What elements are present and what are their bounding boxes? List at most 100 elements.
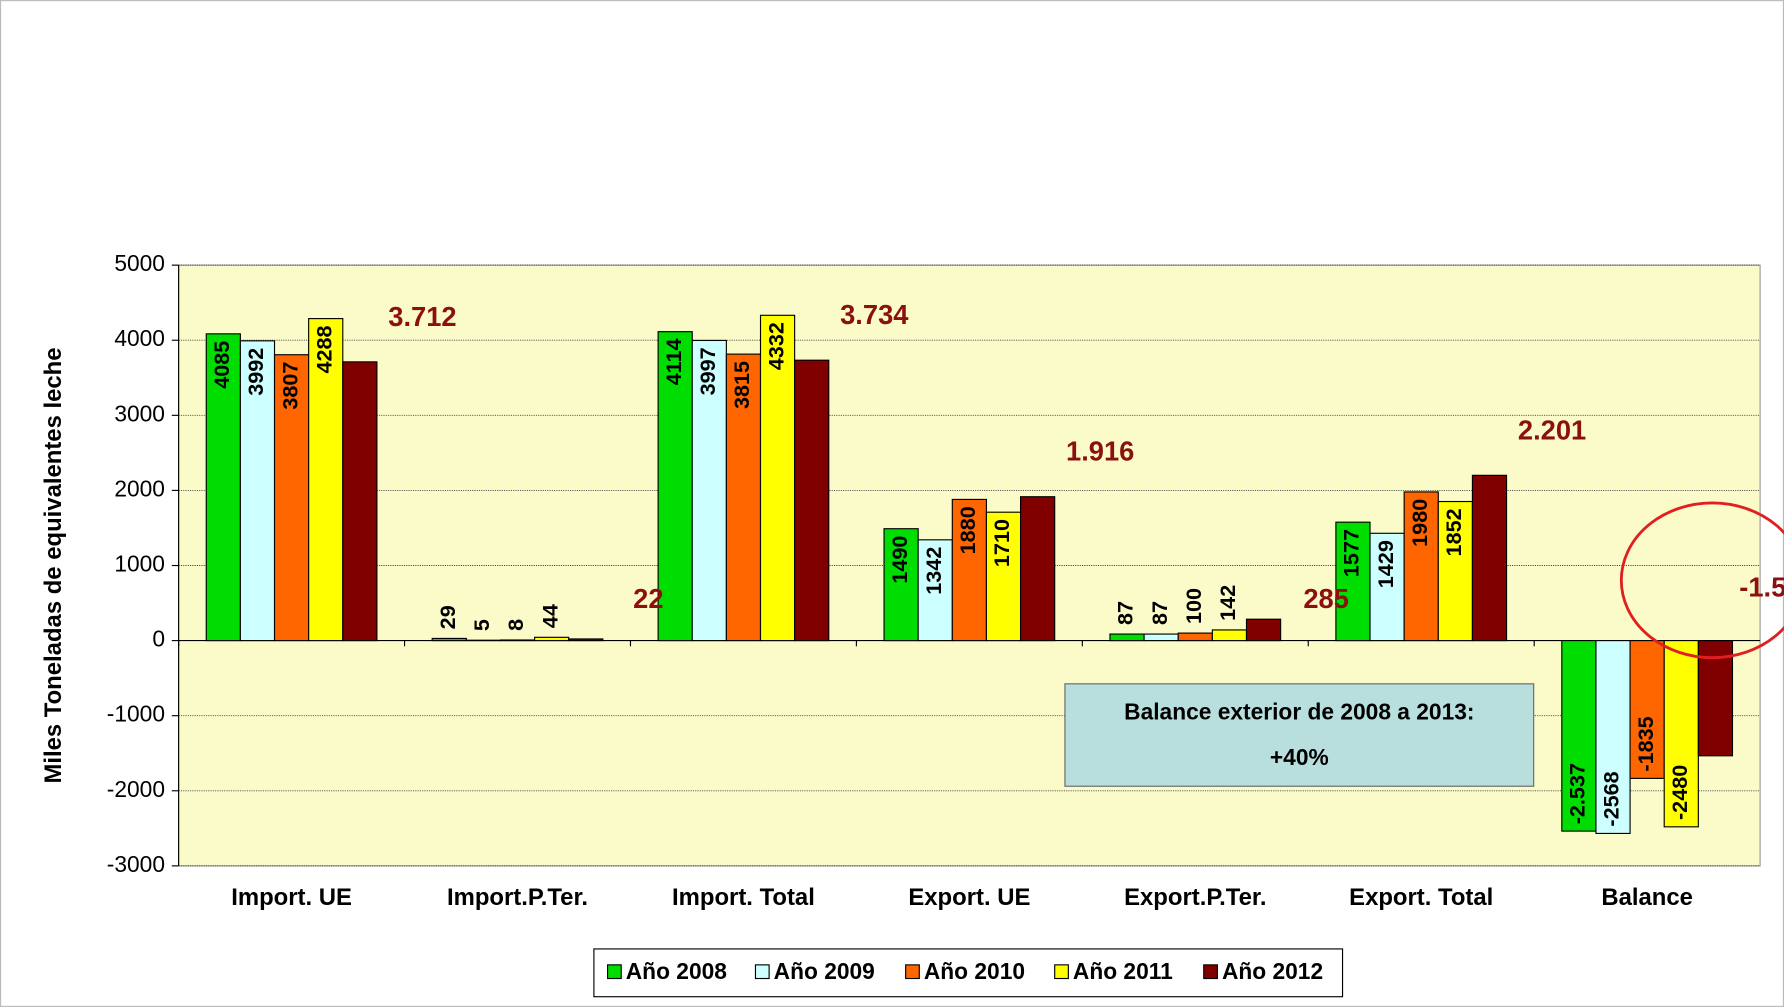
legend-swatch xyxy=(905,964,920,980)
bar xyxy=(568,638,604,642)
bar xyxy=(759,314,796,642)
legend-label: Año 2011 xyxy=(1073,958,1173,984)
x-tick-label: Export. Total xyxy=(1349,884,1493,911)
bar xyxy=(1437,500,1473,642)
value-label: 1980 xyxy=(1407,499,1432,547)
bar xyxy=(794,359,830,642)
legend-swatch xyxy=(1054,964,1069,980)
x-tick-label: Export. UE xyxy=(908,884,1030,911)
value-label: 1577 xyxy=(1339,529,1364,577)
y-tick-label: -1000 xyxy=(107,701,165,727)
bar xyxy=(1471,474,1508,642)
bar xyxy=(205,333,241,642)
legend-swatch xyxy=(754,964,770,980)
bar xyxy=(239,340,276,642)
value-label: 3807 xyxy=(277,362,302,410)
value-label: -2568 xyxy=(1599,771,1624,826)
annotation-text: Balance exterior de 2008 a 2013: xyxy=(1124,698,1474,724)
y-tick-label: -2000 xyxy=(107,776,165,802)
legend-swatch xyxy=(606,964,622,980)
legend-label: Año 2010 xyxy=(924,958,1025,984)
x-tick-label: Import. UE xyxy=(231,884,352,911)
bar xyxy=(1663,640,1699,828)
value-label: 2.201 xyxy=(1518,414,1586,445)
value-label: 1.916 xyxy=(1066,436,1134,467)
value-label: 1852 xyxy=(1441,508,1466,556)
value-label: 1342 xyxy=(921,547,946,595)
value-label: -1.534 xyxy=(1739,572,1784,603)
bar xyxy=(273,354,310,642)
value-label: 4085 xyxy=(209,341,234,389)
value-label: 29 xyxy=(435,605,460,629)
bar xyxy=(1143,633,1179,642)
bar xyxy=(1177,632,1213,642)
bar xyxy=(1109,633,1145,642)
y-axis-label: Miles Toneladas de equivalentes leche xyxy=(40,347,67,783)
bar xyxy=(951,498,988,642)
bar xyxy=(985,511,1022,642)
bar xyxy=(725,353,762,642)
value-label: 3992 xyxy=(243,348,268,396)
highlight-circle xyxy=(1619,501,1784,660)
value-label: 44 xyxy=(537,604,562,628)
bar xyxy=(1211,629,1248,642)
bar xyxy=(1629,640,1665,779)
value-label: 3.712 xyxy=(388,301,456,332)
bar xyxy=(1403,491,1439,642)
value-label: 100 xyxy=(1181,588,1206,624)
value-label: 1710 xyxy=(989,519,1014,567)
x-tick-label: Export.P.Ter. xyxy=(1124,884,1266,911)
x-tick-label: Balance xyxy=(1601,884,1693,911)
value-label: -2480 xyxy=(1667,765,1692,820)
value-label: -1835 xyxy=(1633,716,1658,771)
x-tick-label: Import.P.Ter. xyxy=(447,884,588,911)
bar xyxy=(342,361,378,642)
bar xyxy=(1369,532,1405,642)
bar xyxy=(1595,640,1631,835)
bar xyxy=(499,639,536,642)
bar xyxy=(1245,618,1282,642)
y-tick-label: 2000 xyxy=(114,475,165,501)
value-label: 8 xyxy=(503,619,528,631)
bar xyxy=(657,331,693,642)
value-label: 1490 xyxy=(887,536,912,584)
bar xyxy=(534,636,570,642)
bar xyxy=(691,339,727,642)
y-tick-label: 4000 xyxy=(114,325,165,351)
bar xyxy=(917,539,953,642)
legend-swatch xyxy=(1203,964,1218,980)
bar xyxy=(1019,496,1056,642)
value-label: -2.537 xyxy=(1565,763,1590,824)
value-label: 4332 xyxy=(763,322,788,370)
value-label: 1429 xyxy=(1373,540,1398,588)
value-label: 22 xyxy=(633,583,663,614)
value-label: 87 xyxy=(1147,601,1172,625)
y-tick-label: -3000 xyxy=(107,851,165,877)
value-label: 3997 xyxy=(695,347,720,395)
legend-label: Año 2008 xyxy=(626,958,727,984)
y-tick-label: 5000 xyxy=(114,250,165,276)
bar xyxy=(308,318,344,642)
value-label: 3.734 xyxy=(840,299,909,330)
bar xyxy=(1335,521,1371,642)
legend-label: Año 2012 xyxy=(1222,958,1323,984)
value-label: 1880 xyxy=(955,506,980,554)
value-label: 142 xyxy=(1215,585,1240,621)
value-label: 4288 xyxy=(311,325,336,373)
annotation-box xyxy=(1064,683,1535,787)
legend-label: Año 2009 xyxy=(774,958,875,984)
annotation-text: +40% xyxy=(1270,744,1329,770)
value-label: 5 xyxy=(469,619,494,631)
value-label: 4114 xyxy=(661,338,686,385)
value-label: 285 xyxy=(1303,583,1349,614)
bar xyxy=(1561,640,1597,832)
value-label: 87 xyxy=(1113,601,1138,625)
bar xyxy=(431,637,467,642)
x-tick-label: Import. Total xyxy=(672,884,815,911)
value-label: 3815 xyxy=(729,361,754,409)
y-tick-label: 3000 xyxy=(114,400,165,426)
bar xyxy=(1697,640,1734,757)
y-tick-label: 0 xyxy=(152,626,165,652)
y-tick-label: 1000 xyxy=(114,551,165,577)
